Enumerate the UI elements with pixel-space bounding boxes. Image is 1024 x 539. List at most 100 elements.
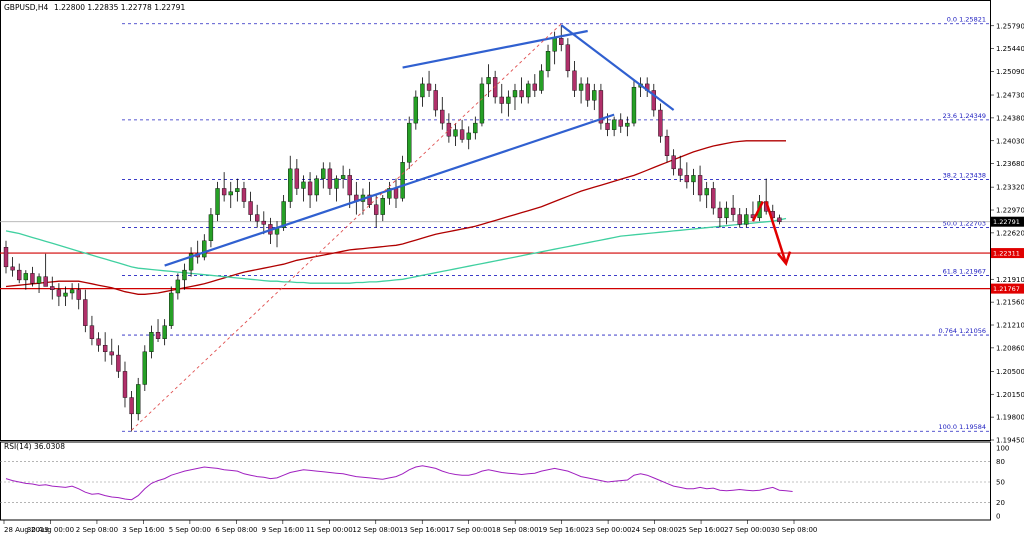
- candle-body: [288, 168, 293, 202]
- x-tick-label: 17 Sep 00:00: [445, 526, 492, 534]
- rsi-tick-label: 20: [996, 499, 1005, 507]
- y-tick-label: 1.25790: [996, 22, 1024, 30]
- candle-body: [499, 96, 504, 104]
- rsi-line: [5, 465, 793, 501]
- x-tick-label: 9 Sep 16:00: [262, 526, 304, 534]
- candle-body: [221, 188, 227, 196]
- candle-body: [473, 122, 478, 134]
- y-tick-label: 1.24030: [996, 137, 1024, 145]
- y-tick-label: 1.19450: [996, 437, 1024, 445]
- candle-body: [116, 354, 121, 372]
- y-tick-label: 1.25090: [996, 68, 1024, 76]
- candle-body: [334, 178, 339, 189]
- candle-body: [255, 214, 260, 222]
- candle-body: [506, 96, 511, 104]
- candle-body: [598, 90, 604, 124]
- candle-body: [552, 37, 557, 52]
- annotation-arrow: [751, 200, 764, 222]
- y-tick-label: 1.20860: [996, 344, 1024, 352]
- candle-body: [69, 289, 75, 294]
- candle-body: [17, 269, 22, 281]
- x-tick-label: 19 Sep 16:00: [538, 526, 585, 534]
- candle-body: [155, 331, 161, 339]
- rsi-pane-frame: [0, 441, 991, 521]
- moving-average-line: [5, 217, 787, 284]
- candle-body: [248, 201, 253, 215]
- candle-body: [512, 90, 518, 98]
- price-tag-label: 1.22311: [993, 250, 1020, 258]
- candle-body: [466, 132, 471, 140]
- candle-body: [136, 384, 141, 415]
- x-tick-label: 11 Sep 00:00: [306, 526, 353, 534]
- annotation-arrowhead: [777, 251, 792, 267]
- candle-body: [182, 269, 187, 281]
- rsi-header: RSI(14) 36.0308: [4, 442, 65, 451]
- candle-body: [43, 276, 48, 287]
- fib-label: 38.2 1.23438: [943, 171, 986, 179]
- candle-body: [215, 188, 220, 215]
- candle-body: [737, 214, 742, 225]
- candle-body: [56, 289, 62, 297]
- candle-body: [486, 77, 491, 85]
- candle-body: [109, 351, 114, 356]
- candle-body: [519, 90, 524, 98]
- candle-body: [327, 168, 333, 189]
- y-tick-label: 1.22970: [996, 207, 1024, 215]
- y-tick-label: 1.20500: [996, 368, 1024, 376]
- candle-body: [717, 207, 723, 219]
- fib-label: 0.764 1.21056: [938, 327, 986, 335]
- x-tick-label: 13 Sep 16:00: [399, 526, 446, 534]
- fib-trendline: [131, 23, 562, 431]
- candle-body: [76, 289, 81, 300]
- candle-body: [526, 83, 531, 98]
- candle-body: [23, 273, 29, 281]
- y-tick-label: 1.24730: [996, 92, 1024, 100]
- candle-body: [50, 286, 55, 290]
- y-tick-label: 1.21210: [996, 322, 1024, 330]
- candle-body: [532, 83, 537, 91]
- fib-label: 23.6 1.24349: [943, 112, 986, 120]
- candle-body: [407, 122, 412, 163]
- candle-body: [651, 90, 656, 111]
- candle-body: [446, 122, 452, 137]
- candle-body: [241, 188, 247, 202]
- candle-body: [129, 397, 134, 415]
- candle-body: [585, 83, 590, 101]
- candle-body: [539, 70, 544, 91]
- fib-label: 50.0 1.22703: [943, 219, 986, 227]
- candle-body: [658, 109, 663, 137]
- candle-body: [691, 175, 696, 183]
- candle-body: [559, 37, 564, 45]
- candle-body: [440, 109, 445, 124]
- x-tick-label: 6 Sep 08:00: [215, 526, 257, 534]
- candle-body: [744, 214, 749, 225]
- candle-body: [373, 204, 379, 215]
- y-tick-label: 1.21560: [996, 299, 1024, 307]
- candle-body: [10, 266, 15, 271]
- candle-body: [294, 168, 300, 189]
- candle-body: [36, 276, 42, 284]
- candle-body: [208, 214, 214, 241]
- candle-body: [711, 188, 716, 209]
- candle-body: [678, 168, 683, 176]
- candle-body: [393, 188, 399, 199]
- x-tick-label: 23 Sep 00:00: [585, 526, 632, 534]
- candle-body: [301, 181, 306, 189]
- price-pane-frame: [0, 0, 991, 441]
- x-tick-label: 2 Sep 08:00: [76, 526, 118, 534]
- y-tick-label: 1.21910: [996, 276, 1024, 284]
- price-tag: [991, 216, 1024, 227]
- annotation-arrow: [764, 201, 788, 264]
- candle-body: [413, 96, 419, 124]
- candle-body: [321, 168, 326, 179]
- candle-body: [625, 122, 630, 127]
- candle-body: [426, 83, 432, 91]
- fib-label: 0.0 1.25821: [947, 16, 986, 24]
- candle-body: [89, 325, 95, 339]
- candle-body: [730, 207, 736, 215]
- candle-body: [149, 331, 154, 352]
- candle-body: [664, 135, 670, 156]
- x-tick-label: 24 Sep 08:00: [631, 526, 678, 534]
- candle-body: [340, 175, 346, 179]
- x-tick-label: 28 Aug 2019: [4, 526, 49, 534]
